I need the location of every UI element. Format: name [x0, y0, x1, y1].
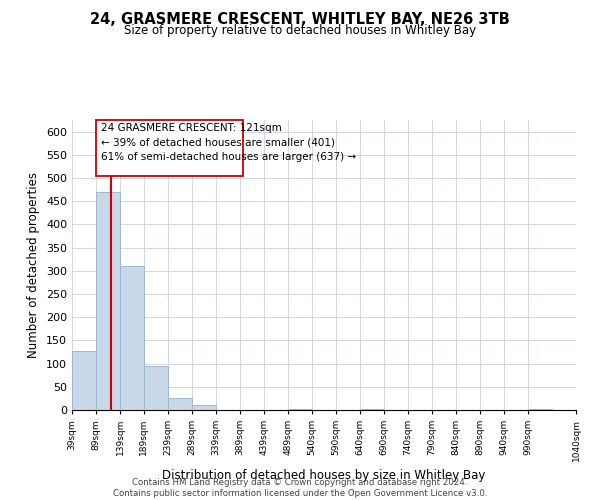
- Text: 24 GRASMERE CRESCENT: 121sqm
← 39% of detached houses are smaller (401)
61% of s: 24 GRASMERE CRESCENT: 121sqm ← 39% of de…: [101, 123, 356, 162]
- Text: Contains HM Land Registry data © Crown copyright and database right 2024.
Contai: Contains HM Land Registry data © Crown c…: [113, 478, 487, 498]
- Bar: [288, 408, 312, 410]
- FancyBboxPatch shape: [96, 120, 243, 176]
- Bar: [144, 366, 168, 410]
- Bar: [168, 398, 192, 410]
- Text: Size of property relative to detached houses in Whitley Bay: Size of property relative to detached ho…: [124, 24, 476, 37]
- Text: 24, GRASMERE CRESCENT, WHITLEY BAY, NE26 3TB: 24, GRASMERE CRESCENT, WHITLEY BAY, NE26…: [90, 12, 510, 28]
- Bar: [528, 408, 552, 410]
- Bar: [72, 350, 96, 410]
- X-axis label: Distribution of detached houses by size in Whitley Bay: Distribution of detached houses by size …: [163, 470, 485, 482]
- Y-axis label: Number of detached properties: Number of detached properties: [28, 172, 40, 358]
- Bar: [360, 409, 384, 410]
- Bar: [96, 192, 120, 410]
- Bar: [120, 266, 144, 410]
- Bar: [192, 406, 216, 410]
